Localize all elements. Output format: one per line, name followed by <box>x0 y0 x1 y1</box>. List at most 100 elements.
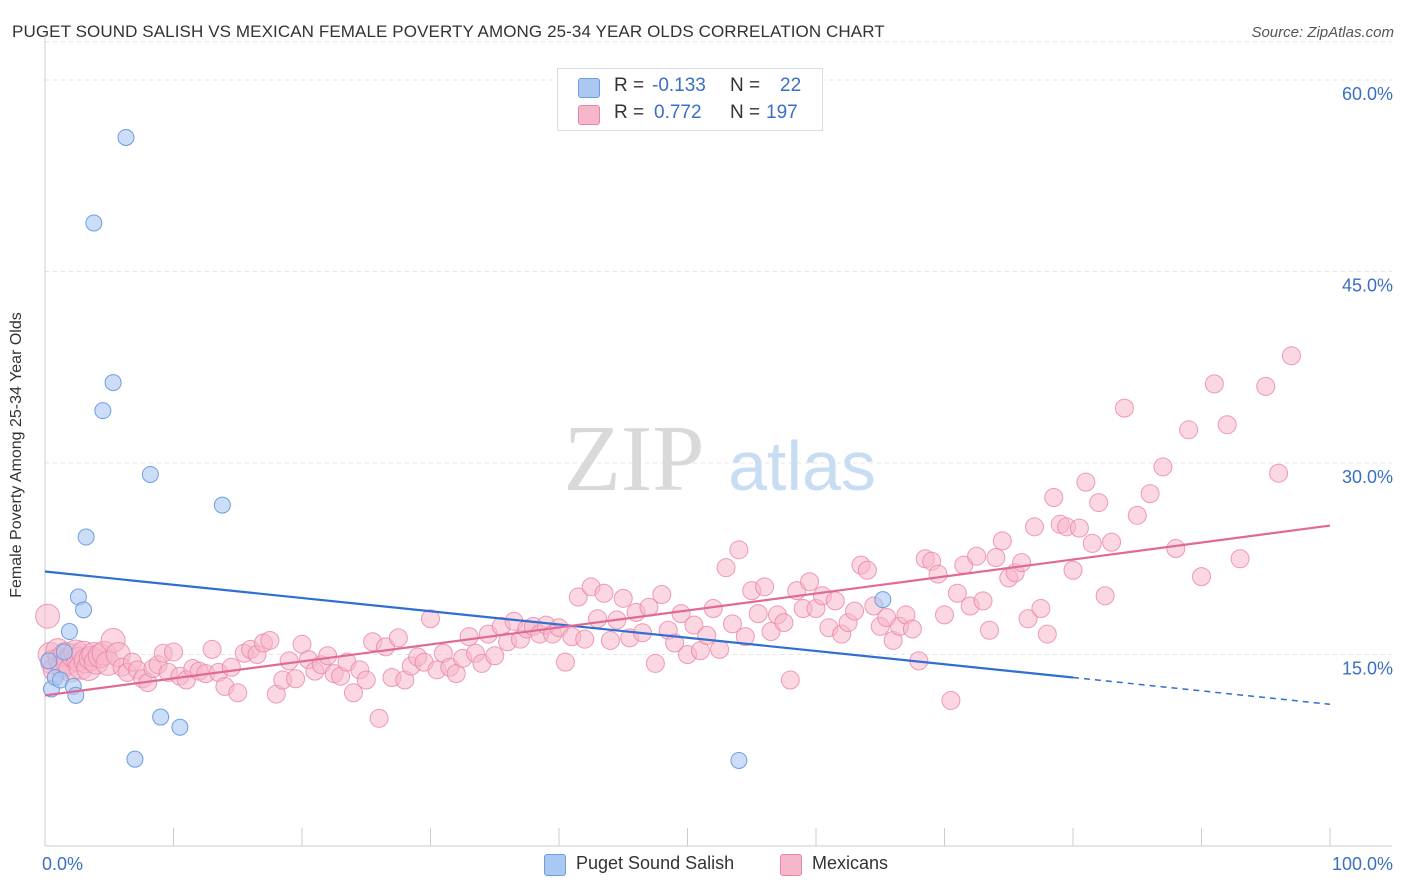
puget-sound-salish-point <box>40 652 58 670</box>
legend-r-label: R = <box>614 102 645 123</box>
legend-n-value: 22 <box>780 75 802 96</box>
mexicans-point <box>1140 484 1160 504</box>
mexicans-point <box>992 531 1012 551</box>
y-axis-label: Female Poverty Among 25-34 Year Olds <box>8 312 25 598</box>
legend-swatch-puget <box>544 854 566 876</box>
puget-sound-salish-point <box>171 718 189 736</box>
legend-swatch-mexicans <box>780 854 802 876</box>
legend-r-value: -0.133 <box>652 75 706 96</box>
mexicans-point <box>928 564 948 584</box>
mexicans-point <box>1217 415 1237 435</box>
y-tick-label: 45.0% <box>1342 276 1393 296</box>
mexicans-point <box>568 587 588 607</box>
mexicans-point <box>774 613 794 633</box>
legend-label-mexicans: Mexicans <box>812 853 889 873</box>
mexicans-point <box>973 591 993 611</box>
mexicans-point <box>979 620 999 640</box>
mexicans-point <box>575 629 595 649</box>
x-tick-label: 100.0% <box>1332 854 1393 874</box>
legend-n-label: N = <box>730 102 761 123</box>
mexicans-point <box>755 577 775 597</box>
puget-sound-salish-point <box>152 708 170 726</box>
mexicans-point <box>1269 463 1289 483</box>
mexicans-point <box>1153 457 1173 477</box>
puget-sound-salish-point <box>77 528 95 546</box>
series-legend: Puget Sound Salish Mexicans <box>0 852 1406 878</box>
mexicans-point <box>369 708 389 728</box>
puget-sound-salish-point <box>94 402 112 420</box>
mexicans-point <box>735 627 755 647</box>
legend-n-value: 197 <box>766 102 798 123</box>
watermark-zip: ZIP <box>564 407 705 511</box>
mexicans-point <box>1179 420 1199 440</box>
mexicans-point <box>356 670 376 690</box>
mexicans-point <box>710 639 730 659</box>
puget-sound-salish-point <box>85 214 103 232</box>
mexicans-point <box>1089 493 1109 513</box>
mexicans-point <box>716 558 736 578</box>
mexicans-point <box>1069 518 1089 538</box>
y-tick-label: 60.0% <box>1342 84 1393 104</box>
mexicans-point <box>1044 487 1064 507</box>
chart-title: PUGET SOUND SALISH VS MEXICAN FEMALE POV… <box>12 22 885 41</box>
mexicans-point <box>260 630 280 650</box>
puget-trend-extension <box>1072 676 1331 706</box>
legend-r-value: 0.772 <box>654 102 702 123</box>
mexicans-point <box>221 657 241 677</box>
mexicans-point <box>857 560 877 580</box>
mexicans-point <box>1102 532 1122 552</box>
legend-swatch-mexicans <box>578 105 600 125</box>
mexicans-point <box>825 591 845 611</box>
mexicans-point <box>967 546 987 566</box>
mexicans-point <box>947 583 967 603</box>
legend-r-label: R = <box>614 75 645 96</box>
source-credit: Source: ZipAtlas.com <box>1251 24 1394 41</box>
mexicans-point <box>1076 472 1096 492</box>
mexicans-point <box>671 604 691 624</box>
mexicans-point <box>343 683 363 703</box>
mexicans-point <box>202 639 222 659</box>
puget-sound-salish-point <box>75 601 93 619</box>
mexicans-point <box>684 615 704 635</box>
x-tick-label: 0.0% <box>42 854 83 874</box>
mexicans-point <box>665 633 685 653</box>
puget-trend-line <box>44 570 1074 679</box>
legend-swatch-puget <box>578 78 600 98</box>
mexicans-point <box>986 547 1006 567</box>
puget-sound-salish-point <box>60 623 78 641</box>
mexicans-point <box>600 630 620 650</box>
puget-sound-salish-point <box>117 128 135 146</box>
watermark-atlas: atlas <box>728 427 876 505</box>
mexicans-point <box>228 683 248 703</box>
mexicans-point <box>594 583 614 603</box>
mexicans-point <box>1024 517 1044 537</box>
mexicans-point <box>780 670 800 690</box>
mexicans-point <box>941 690 961 710</box>
mexicans-trend-line <box>44 524 1331 697</box>
mexicans-point <box>388 628 408 648</box>
mexicans-point <box>1037 624 1057 644</box>
watermark: ZIP atlas <box>564 407 876 511</box>
mexicans-point <box>485 646 505 666</box>
mexicans-point <box>645 653 665 673</box>
mexicans-point <box>35 603 61 629</box>
puget-sound-salish-point <box>141 465 159 483</box>
mexicans-point <box>1127 505 1147 525</box>
legend-n-label: N = <box>730 75 761 96</box>
mexicans-point <box>1192 567 1211 587</box>
puget-sound-salish-point <box>730 751 748 769</box>
mexicans-point <box>902 619 922 639</box>
mexicans-point <box>1204 374 1224 394</box>
mexicans-point <box>555 652 575 672</box>
legend-label-puget: Puget Sound Salish <box>576 853 735 873</box>
tick-labels: 15.0% 30.0% 45.0% 60.0% 0.0% 100.0% <box>42 84 1393 874</box>
mexicans-points <box>35 346 1301 728</box>
mexicans-point <box>1256 376 1276 396</box>
y-tick-label: 15.0% <box>1342 659 1393 679</box>
mexicans-point <box>1063 560 1083 580</box>
puget-sound-salish-point <box>213 496 231 514</box>
mexicans-point <box>845 601 865 621</box>
puget-sound-salish-points <box>40 128 892 769</box>
puget-sound-salish-point <box>104 374 122 392</box>
